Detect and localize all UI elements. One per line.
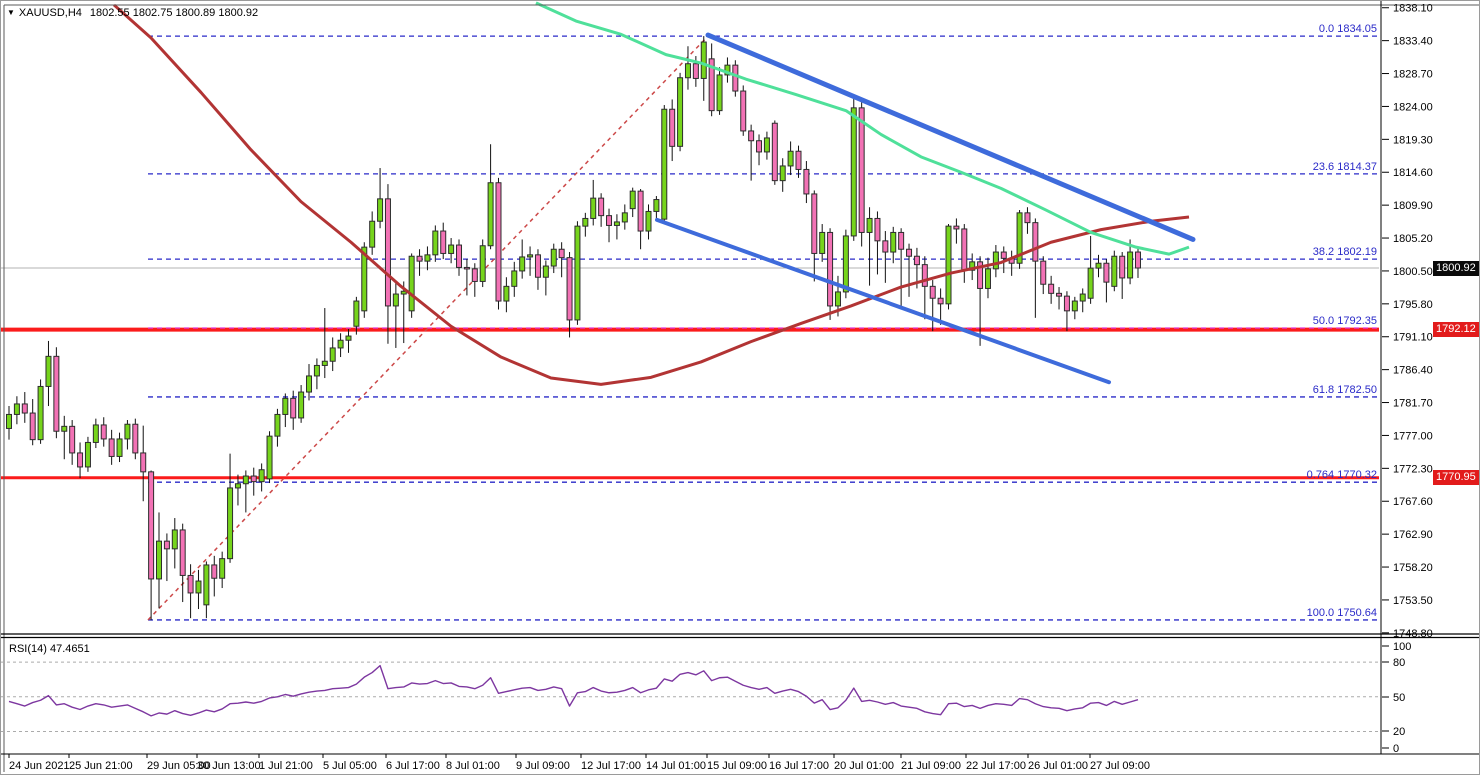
fibonacci-level-label: 38.2 1802.19 <box>1313 246 1377 258</box>
rsi-name: RSI(14) <box>9 643 47 655</box>
slow-moving-average-line <box>113 3 1190 386</box>
price-axis-tick: 1805.20 <box>1393 233 1433 245</box>
ohlc-quote-label: 1802.55 1802.75 1800.89 1800.92 <box>89 7 259 19</box>
time-axis-label: 15 Jul 09:00 <box>707 760 767 772</box>
price-axis-tick: 1762.90 <box>1393 529 1433 541</box>
fibonacci-labels: 0.0 1834.05 23.6 1814.37 38.2 1802.19 50.0 … <box>1307 23 1377 619</box>
price-axis-tick: 1781.70 <box>1393 398 1433 410</box>
rsi-indicator-label: RSI(14) 47.4651 <box>9 643 90 655</box>
rsi-grid-lines <box>1 661 1380 732</box>
chart-title: ▼ XAUUSD,H4 1802.55 1802.75 1800.89 1800.9… <box>7 7 258 19</box>
time-axis-label: 12 Jul 17:00 <box>581 760 641 772</box>
price-axis: 1838.10 1833.40 1828.70 1824.00 1819.30 1814.… <box>1382 3 1433 640</box>
time-axis-label: 22 Jul 17:00 <box>966 760 1026 772</box>
price-axis-tick: 1795.80 <box>1393 299 1433 311</box>
time-axis-label: 1 Jul 21:00 <box>259 760 313 772</box>
price-axis-tick: 1786.40 <box>1393 365 1433 377</box>
price-axis-tick: 1828.70 <box>1393 69 1433 81</box>
rsi-axis-tick: 80 <box>1393 657 1405 669</box>
time-axis-label: 21 Jul 09:00 <box>901 760 961 772</box>
current-price-badge: 1800.92 <box>1433 260 1479 276</box>
price-axis-tick: 1809.90 <box>1393 200 1433 212</box>
time-axis-label: 24 Jun 2021 <box>9 760 70 772</box>
rsi-axis: 100 80 50 20 0 <box>1382 641 1411 755</box>
support-line-price-badge: 1792.12 <box>1433 322 1479 338</box>
time-axis-label: 8 Jul 01:00 <box>446 760 500 772</box>
price-axis-tick: 1758.20 <box>1393 562 1433 574</box>
rising-dashed-trendline <box>147 35 709 621</box>
rsi-axis-tick: 50 <box>1393 692 1405 704</box>
fibonacci-level-label: 23.6 1814.37 <box>1313 161 1377 173</box>
price-axis-tick: 1824.00 <box>1393 101 1433 113</box>
time-axis-label: 14 Jul 01:00 <box>646 760 706 772</box>
descending-channel-trendlines <box>655 32 1196 385</box>
price-axis-tick: 1777.00 <box>1393 430 1433 442</box>
fibonacci-level-label: 61.8 1782.50 <box>1313 384 1377 396</box>
price-axis-tick: 1748.80 <box>1393 628 1433 640</box>
symbol-timeframe-label: XAUUSD,H4 <box>18 7 82 19</box>
price-axis-tick: 1800.50 <box>1393 266 1433 278</box>
price-axis-tick: 1814.60 <box>1393 167 1433 179</box>
price-axis-tick: 1833.40 <box>1393 36 1433 48</box>
fibonacci-level-label: 100.0 1750.64 <box>1307 607 1377 619</box>
fibonacci-level-label: 0.0 1834.05 <box>1319 23 1377 35</box>
candlestick-series <box>6 36 1141 621</box>
price-axis-tick: 1753.50 <box>1393 595 1433 607</box>
support-line-price-badge: 1770.95 <box>1433 470 1479 486</box>
time-axis-label: 27 Jul 09:00 <box>1090 760 1150 772</box>
fast-moving-average-line <box>535 1 1190 256</box>
time-axis-label: 25 Jun 21:00 <box>69 760 133 772</box>
time-axis-label: 9 Jul 09:00 <box>516 760 570 772</box>
rsi-axis-tick: 0 <box>1393 743 1399 755</box>
time-axis-label: 20 Jul 01:00 <box>834 760 894 772</box>
fibonacci-level-label: 0.764 1770.32 <box>1307 469 1377 481</box>
time-axis-label: 6 Jul 17:00 <box>386 760 440 772</box>
price-axis-tick: 1838.10 <box>1393 3 1433 15</box>
time-axis-label: 5 Jul 05:00 <box>323 760 377 772</box>
rsi-current-value: 47.4651 <box>49 643 90 655</box>
rsi-indicator-line <box>8 664 1139 717</box>
time-axis-label: 16 Jul 17:00 <box>769 760 829 772</box>
rsi-axis-tick: 100 <box>1393 641 1411 653</box>
symbol-dropdown-icon[interactable]: ▼ <box>7 8 15 17</box>
price-axis-tick: 1791.10 <box>1393 332 1433 344</box>
time-axis-label: 30 Jun 13:00 <box>197 760 261 772</box>
rsi-axis-tick: 20 <box>1393 726 1405 738</box>
price-axis-tick: 1772.30 <box>1393 463 1433 475</box>
fibonacci-level-label: 50.0 1792.35 <box>1313 315 1377 327</box>
price-axis-tick: 1819.30 <box>1393 134 1433 146</box>
time-axis-label: 29 Jun 05:00 <box>147 760 211 772</box>
time-axis-label: 26 Jul 01:00 <box>1028 760 1088 772</box>
horizontal-support-lines <box>1 327 1379 480</box>
price-axis-tick: 1767.60 <box>1393 496 1433 508</box>
